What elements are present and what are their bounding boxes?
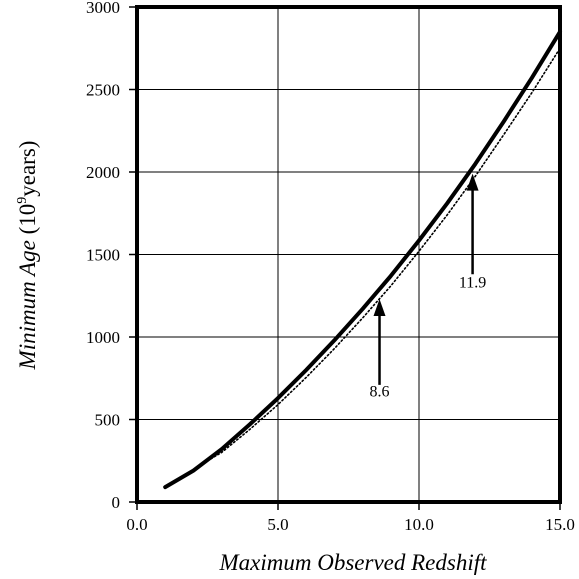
x-axis-title: Maximum Observed Redshift — [219, 550, 488, 575]
y-axis-title-sup: 9 — [15, 197, 30, 204]
annotation-label: 11.9 — [459, 275, 486, 292]
y-axis-title-main: Minimum Age — [15, 240, 40, 370]
tick-marks — [129, 6, 561, 510]
series-dotted-line — [206, 47, 561, 462]
x-tick-labels: 0.0 5.0 10.0 15.0 — [126, 515, 575, 534]
x-tick-label: 5.0 — [267, 515, 288, 534]
y-axis-title-suffix: years) — [15, 141, 40, 197]
grid-lines — [137, 7, 560, 502]
series-lines — [163, 29, 562, 490]
y-tick-labels: 0 500 1000 1500 2000 2500 3000 — [86, 0, 120, 512]
y-tick-label: 1000 — [86, 328, 120, 347]
x-tick-label: 10.0 — [404, 515, 434, 534]
y-tick-label: 2500 — [86, 81, 120, 100]
y-axis-title: Minimum Age (109years) — [15, 141, 40, 371]
y-axis-title-prefix: (10 — [15, 204, 40, 240]
annotation-arrow-head — [466, 173, 479, 191]
annotation-arrow-head — [373, 299, 386, 317]
y-tick-label: 3000 — [86, 0, 120, 17]
y-tick-label: 0 — [112, 493, 121, 512]
series-solid-line — [163, 29, 562, 490]
annotations: 8.6 11.9 — [370, 173, 486, 400]
y-tick-label: 500 — [95, 411, 121, 430]
x-tick-label: 15.0 — [545, 515, 575, 534]
y-tick-label: 2000 — [86, 163, 120, 182]
x-tick-label: 0.0 — [126, 515, 147, 534]
y-tick-label: 1500 — [86, 246, 120, 265]
annotation-label: 8.6 — [370, 383, 390, 400]
